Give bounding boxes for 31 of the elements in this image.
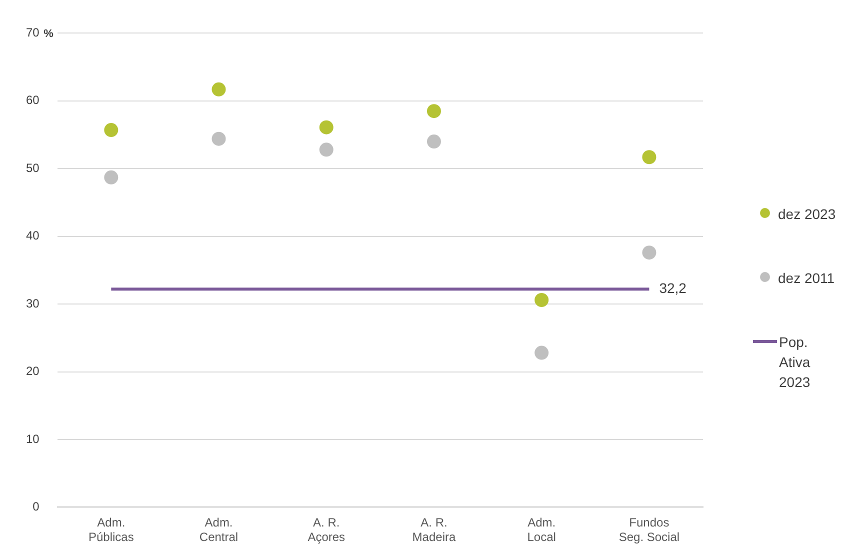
y-tick-label: 50: [26, 160, 40, 175]
x-tick-label: A. R. Açores: [308, 516, 346, 544]
point: [212, 82, 226, 96]
point: [534, 292, 549, 307]
y-tick-label: 60: [26, 93, 40, 108]
y-tick-label: 20: [26, 364, 40, 378]
x-tick-label: Fundos Seg. Social: [618, 516, 680, 544]
y-tick-label: 30: [26, 296, 40, 310]
point: [642, 150, 656, 164]
point: [426, 134, 441, 149]
point: [319, 142, 334, 157]
y-tick-label: 0: [32, 500, 40, 514]
x-tick-label: Adm. Local: [527, 516, 556, 544]
point: [426, 104, 441, 118]
x-tick-label: Adm. Central: [199, 516, 238, 544]
y-tick-label: 40: [26, 228, 40, 243]
point: [104, 170, 118, 184]
x-tick-label: A. R. Madeira: [412, 516, 456, 544]
y-axis-title: %: [44, 28, 54, 40]
legend-label: dez 2011: [778, 269, 836, 288]
data-label: 32,2: [659, 280, 687, 296]
legend-label: dez 2023: [778, 205, 837, 224]
point: [319, 120, 334, 134]
legend-label: Pop. Ativa 2023: [779, 333, 812, 392]
y-tick-label: 10: [26, 432, 40, 446]
y-tick-label: 70: [26, 26, 40, 40]
point: [534, 346, 549, 360]
point: [212, 132, 226, 146]
x-tick-label: Adm. Públicas: [88, 516, 134, 544]
point: [642, 246, 656, 260]
point: [104, 123, 118, 138]
